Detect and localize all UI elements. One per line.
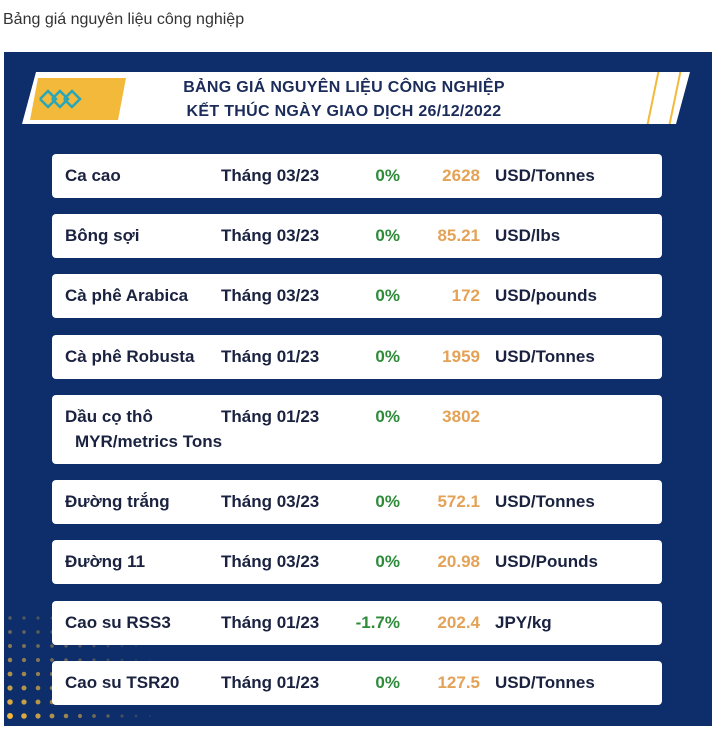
price-change: 0% xyxy=(375,286,400,305)
commodity-name: Cà phê Arabica xyxy=(65,286,189,305)
price-value: 2628 xyxy=(442,166,480,185)
price-unit: USD/Pounds xyxy=(495,552,598,571)
price-unit: USD/Tonnes xyxy=(495,492,595,511)
contract-month: Tháng 03/23 xyxy=(221,286,320,305)
commodity-row: Cao su RSS3 Tháng 01/23 -1.7% 202.4 JPY/… xyxy=(52,601,662,645)
price-unit: USD/Tonnes xyxy=(495,673,595,692)
banner-title-line1: BẢNG GIÁ NGUYÊN LIỆU CÔNG NGHIỆP xyxy=(183,79,505,96)
commodity-row: Cà phê Arabica Tháng 03/23 0% 172 USD/po… xyxy=(52,274,662,318)
contract-month: Tháng 03/23 xyxy=(221,226,320,245)
page-caption: Bảng giá nguyên liệu công nghiệp xyxy=(3,11,245,28)
price-change: 0% xyxy=(375,226,400,245)
commodity-row: Cà phê Robusta Tháng 01/23 0% 1959 USD/T… xyxy=(52,335,662,379)
banner-title-line2: KẾT THÚC NGÀY GIAO DỊCH 26/12/2022 xyxy=(186,103,502,120)
commodity-name: Bông sợi xyxy=(65,226,140,245)
commodity-name: Cà phê Robusta xyxy=(65,347,195,366)
price-value: 85.21 xyxy=(437,226,480,245)
price-value: 572.1 xyxy=(437,492,480,511)
commodity-name: Cao su TSR20 xyxy=(65,673,180,692)
contract-month: Tháng 01/23 xyxy=(221,613,320,632)
price-unit: USD/lbs xyxy=(495,226,561,245)
price-change: 0% xyxy=(375,347,400,366)
price-change: 0% xyxy=(375,166,400,185)
commodity-row: Dầu cọ thô Tháng 01/23 0% 3802 MYR/metri… xyxy=(52,395,662,464)
price-value: 202.4 xyxy=(437,613,480,632)
commodity-name: Đường trắng xyxy=(65,492,170,511)
commodity-row: Đường trắng Tháng 03/23 0% 572.1 USD/Ton… xyxy=(52,480,662,524)
price-change: 0% xyxy=(375,492,400,511)
price-change: 0% xyxy=(375,673,400,692)
commodity-name: Ca cao xyxy=(65,166,121,185)
contract-month: Tháng 03/23 xyxy=(221,552,320,571)
price-board: BẢNG GIÁ NGUYÊN LIỆU CÔNG NGHIỆP KẾT THÚ… xyxy=(4,52,712,726)
contract-month: Tháng 01/23 xyxy=(221,407,320,426)
commodity-row: Bông sợi Tháng 03/23 0% 85.21 USD/lbs xyxy=(52,214,662,258)
price-value: 127.5 xyxy=(437,673,480,692)
banner-stripe xyxy=(22,72,690,124)
price-value: 3802 xyxy=(442,407,480,426)
price-unit: USD/Tonnes xyxy=(495,347,595,366)
price-unit: JPY/kg xyxy=(495,613,552,632)
price-value: 172 xyxy=(451,286,480,305)
commodity-name: Đường 11 xyxy=(65,552,146,571)
price-change: 0% xyxy=(375,407,400,426)
price-change: -1.7% xyxy=(355,613,400,632)
price-unit: USD/Tonnes xyxy=(495,166,595,185)
commodity-row: Cao su TSR20 Tháng 01/23 0% 127.5 USD/To… xyxy=(52,661,662,705)
price-value: 1959 xyxy=(442,347,480,366)
contract-month: Tháng 01/23 xyxy=(221,673,320,692)
price-change: 0% xyxy=(375,552,400,571)
logo-icon xyxy=(30,78,126,120)
commodity-name: Dầu cọ thô xyxy=(65,407,153,426)
contract-month: Tháng 01/23 xyxy=(221,347,320,366)
banner-title: BẢNG GIÁ NGUYÊN LIỆU CÔNG NGHIỆP KẾT THÚ… xyxy=(124,76,564,124)
commodity-row: Ca cao Tháng 03/23 0% 2628 USD/Tonnes xyxy=(52,154,662,198)
price-unit: USD/pounds xyxy=(495,286,597,305)
price-unit: MYR/metrics Tons xyxy=(75,432,223,451)
contract-month: Tháng 03/23 xyxy=(221,166,320,185)
commodity-name: Cao su RSS3 xyxy=(65,613,171,632)
commodity-row: Đường 11 Tháng 03/23 0% 20.98 USD/Pounds xyxy=(52,540,662,584)
contract-month: Tháng 03/23 xyxy=(221,492,320,511)
price-value: 20.98 xyxy=(437,552,480,571)
